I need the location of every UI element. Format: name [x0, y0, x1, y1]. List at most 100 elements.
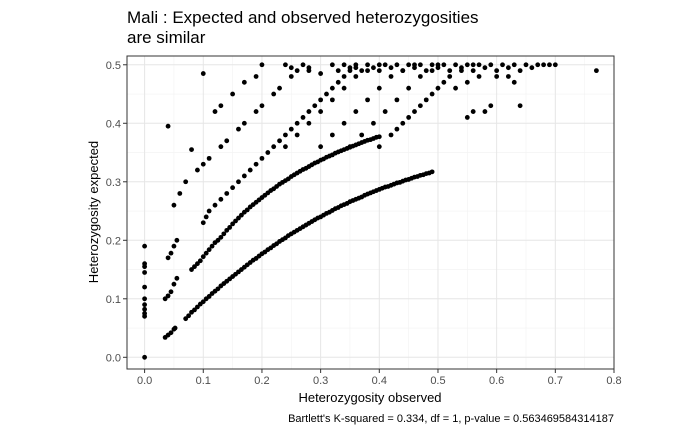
data-point: [227, 225, 233, 230]
data-point: [142, 296, 148, 302]
data-point: [318, 71, 324, 76]
data-point: [142, 261, 148, 267]
data-point: [388, 74, 394, 79]
data-point: [347, 65, 353, 71]
data-point: [294, 132, 300, 138]
data-point: [517, 103, 523, 109]
data-point: [200, 71, 206, 76]
data-point: [523, 62, 529, 68]
data-point: [464, 79, 470, 85]
data-point: [429, 169, 435, 175]
data-point: [203, 250, 209, 256]
data-point: [494, 74, 500, 79]
y-axis-ticks: 0.0 0.1 0.2 0.3 0.4 0.5: [106, 60, 127, 364]
data-point: [197, 258, 203, 264]
data-point: [335, 79, 341, 85]
data-point: [283, 132, 288, 138]
y-tick-label: 0.0: [106, 352, 121, 364]
data-point: [183, 316, 189, 322]
data-point: [494, 68, 500, 74]
data-point: [464, 115, 470, 120]
data-point: [376, 144, 382, 150]
data-point: [209, 243, 215, 249]
data-point: [221, 231, 227, 237]
data-point: [318, 97, 324, 103]
x-tick-label: 0.7: [548, 375, 563, 387]
data-point: [353, 74, 359, 79]
x-tick-label: 0.8: [606, 375, 621, 387]
data-point: [371, 120, 376, 126]
data-point: [529, 65, 535, 71]
x-tick-label: 0.5: [430, 375, 445, 387]
data-point: [215, 237, 221, 243]
data-point: [400, 120, 406, 126]
y-axis-title: Heterozygosity expected: [86, 141, 101, 283]
data-point: [535, 62, 541, 68]
data-point: [500, 62, 505, 68]
data-point: [482, 65, 488, 71]
data-point: [183, 179, 189, 185]
data-point: [476, 62, 482, 68]
data-point: [406, 115, 412, 120]
data-point: [165, 293, 171, 299]
data-point: [388, 132, 394, 138]
data-point: [241, 79, 247, 85]
data-point: [324, 91, 329, 97]
data-point: [441, 62, 447, 68]
y-tick-label: 0.4: [106, 118, 121, 130]
data-point: [488, 62, 494, 68]
data-point: [195, 167, 200, 173]
data-point: [441, 79, 447, 85]
y-tick-label: 0.5: [106, 60, 121, 72]
data-point: [435, 85, 441, 91]
data-point: [189, 147, 194, 153]
data-point: [192, 264, 197, 270]
data-point: [470, 62, 476, 68]
data-point: [300, 62, 306, 68]
data-point: [283, 144, 288, 150]
data-point: [511, 62, 517, 68]
data-point: [192, 307, 197, 313]
data-point: [241, 120, 247, 126]
data-point: [247, 167, 253, 173]
data-point: [417, 103, 423, 109]
data-point: [168, 250, 174, 256]
data-point: [168, 289, 174, 295]
x-tick-label: 0.0: [137, 375, 152, 387]
data-point: [376, 134, 382, 140]
data-point: [294, 68, 300, 74]
data-point: [162, 296, 168, 302]
data-point: [215, 286, 221, 292]
data-point: [218, 144, 224, 150]
data-point: [253, 109, 259, 114]
y-tick-label: 0.3: [106, 177, 121, 189]
data-point: [195, 304, 200, 310]
data-point: [236, 179, 241, 185]
data-point: [239, 212, 244, 218]
data-point: [318, 144, 324, 150]
data-point: [347, 144, 353, 150]
data-point: [283, 62, 288, 68]
data-point: [300, 115, 306, 120]
data-point: [329, 97, 335, 103]
data-point: [406, 85, 412, 91]
data-point: [505, 65, 511, 71]
data-point: [259, 62, 265, 68]
data-point: [423, 68, 429, 74]
data-point: [429, 68, 435, 74]
data-point: [329, 62, 335, 68]
data-point: [233, 218, 238, 224]
y-tick-label: 0.2: [106, 235, 121, 247]
x-tick-label: 0.2: [254, 375, 269, 387]
data-point: [376, 68, 382, 74]
data-point: [476, 74, 482, 79]
data-point: [189, 267, 194, 272]
data-point: [511, 79, 517, 85]
data-point: [547, 62, 552, 68]
data-point: [244, 207, 250, 213]
data-point: [394, 126, 400, 132]
data-point: [394, 97, 400, 103]
data-point: [206, 155, 212, 161]
data-point: [306, 120, 312, 126]
